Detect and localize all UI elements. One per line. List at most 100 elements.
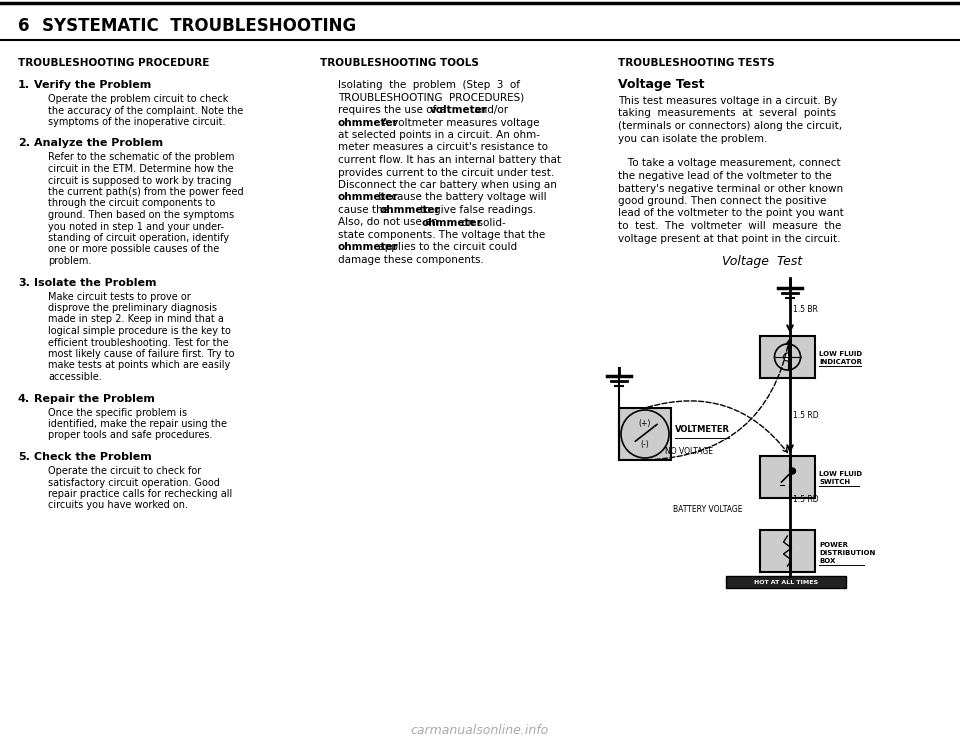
Text: cause the: cause the xyxy=(338,205,393,215)
Bar xyxy=(760,456,815,498)
Text: most likely cause of failure first. Try to: most likely cause of failure first. Try … xyxy=(48,349,234,359)
Text: efficient troubleshooting. Test for the: efficient troubleshooting. Test for the xyxy=(48,337,228,348)
FancyArrowPatch shape xyxy=(648,340,790,460)
Text: Disconnect the car battery when using an: Disconnect the car battery when using an xyxy=(338,180,557,190)
Text: made in step 2. Keep in mind that a: made in step 2. Keep in mind that a xyxy=(48,315,224,325)
Text: Refer to the schematic of the problem: Refer to the schematic of the problem xyxy=(48,152,234,163)
Text: Verify the Problem: Verify the Problem xyxy=(34,80,152,90)
Text: ohmmeter: ohmmeter xyxy=(338,192,398,202)
Text: 1.5 RD: 1.5 RD xyxy=(793,495,819,504)
Text: Operate the problem circuit to check: Operate the problem circuit to check xyxy=(48,94,228,104)
Circle shape xyxy=(789,468,796,474)
Text: BOX: BOX xyxy=(819,558,835,564)
Text: ground. Then based on the symptoms: ground. Then based on the symptoms xyxy=(48,210,234,220)
Text: . A voltmeter measures voltage: . A voltmeter measures voltage xyxy=(374,118,540,128)
Text: 1.: 1. xyxy=(18,80,30,90)
Text: 5.: 5. xyxy=(18,452,30,462)
Text: INDICATOR: INDICATOR xyxy=(819,359,862,365)
Text: voltage present at that point in the circuit.: voltage present at that point in the cir… xyxy=(618,233,841,243)
Text: TROUBLESHOOTING TOOLS: TROUBLESHOOTING TOOLS xyxy=(320,58,479,68)
Text: disprove the preliminary diagnosis: disprove the preliminary diagnosis xyxy=(48,303,217,313)
Text: (+): (+) xyxy=(638,419,651,427)
Text: TROUBLESHOOTING  PROCEDURES): TROUBLESHOOTING PROCEDURES) xyxy=(338,93,524,102)
Text: battery's negative terminal or other known: battery's negative terminal or other kno… xyxy=(618,184,843,193)
Bar xyxy=(726,576,846,588)
Text: 1.5 BR: 1.5 BR xyxy=(793,306,818,315)
Text: NO VOLTAGE: NO VOLTAGE xyxy=(665,448,713,457)
Bar xyxy=(760,336,815,378)
Bar xyxy=(760,530,815,572)
Text: circuits you have worked on.: circuits you have worked on. xyxy=(48,501,188,510)
Text: Isolate the Problem: Isolate the Problem xyxy=(34,278,156,287)
Text: ohmmeter: ohmmeter xyxy=(338,242,398,252)
Text: ohmmeter: ohmmeter xyxy=(380,205,441,215)
Text: Isolating  the  problem  (Step  3  of: Isolating the problem (Step 3 of xyxy=(338,80,520,90)
Text: (-): (-) xyxy=(640,440,649,449)
Text: one or more possible causes of the: one or more possible causes of the xyxy=(48,245,219,254)
Text: LOW FLUID: LOW FLUID xyxy=(819,351,862,357)
Text: 6: 6 xyxy=(18,17,30,35)
Text: problem.: problem. xyxy=(48,256,91,266)
Bar xyxy=(619,408,671,460)
Text: Check the Problem: Check the Problem xyxy=(34,452,152,462)
Text: ohmmeter: ohmmeter xyxy=(421,218,482,228)
Text: standing of circuit operation, identify: standing of circuit operation, identify xyxy=(48,233,229,243)
Text: identified, make the repair using the: identified, make the repair using the xyxy=(48,419,227,429)
Text: ohmmeter: ohmmeter xyxy=(338,118,398,128)
Text: TROUBLESHOOTING TESTS: TROUBLESHOOTING TESTS xyxy=(618,58,775,68)
Text: circuit in the ETM. Determine how the: circuit in the ETM. Determine how the xyxy=(48,164,233,174)
Text: through the circuit components to: through the circuit components to xyxy=(48,198,215,208)
Text: BATTERY VOLTAGE: BATTERY VOLTAGE xyxy=(673,506,742,515)
Circle shape xyxy=(621,410,669,458)
Text: SYSTEMATIC  TROUBLESHOOTING: SYSTEMATIC TROUBLESHOOTING xyxy=(42,17,356,35)
Text: current flow. It has an internal battery that: current flow. It has an internal battery… xyxy=(338,155,561,165)
Text: TROUBLESHOOTING PROCEDURE: TROUBLESHOOTING PROCEDURE xyxy=(18,58,209,68)
Text: SWITCH: SWITCH xyxy=(819,479,851,485)
Text: Analyze the Problem: Analyze the Problem xyxy=(34,139,163,148)
Text: This test measures voltage in a circuit. By: This test measures voltage in a circuit.… xyxy=(618,96,837,106)
Text: on solid-: on solid- xyxy=(459,218,506,228)
Text: voltmeter: voltmeter xyxy=(430,105,488,115)
Text: applies to the circuit could: applies to the circuit could xyxy=(374,242,516,252)
Text: taking  measurements  at  several  points: taking measurements at several points xyxy=(618,108,836,119)
Text: the current path(s) from the power feed: the current path(s) from the power feed xyxy=(48,187,244,197)
Text: damage these components.: damage these components. xyxy=(338,255,484,265)
FancyArrowPatch shape xyxy=(648,401,787,453)
Text: symptoms of the inoperative circuit.: symptoms of the inoperative circuit. xyxy=(48,117,226,127)
Text: state components. The voltage that the: state components. The voltage that the xyxy=(338,230,545,240)
Circle shape xyxy=(783,353,791,361)
Text: DISTRIBUTION: DISTRIBUTION xyxy=(819,550,876,556)
Text: to  test.  The  voltmeter  will  measure  the: to test. The voltmeter will measure the xyxy=(618,221,841,231)
Text: logical simple procedure is the key to: logical simple procedure is the key to xyxy=(48,326,230,336)
Text: VOLTMETER: VOLTMETER xyxy=(675,425,730,434)
Text: accessible.: accessible. xyxy=(48,372,102,382)
Text: Voltage Test: Voltage Test xyxy=(618,78,705,91)
Text: you can isolate the problem.: you can isolate the problem. xyxy=(618,134,767,143)
Text: Operate the circuit to check for: Operate the circuit to check for xyxy=(48,466,202,476)
Text: (terminals or connectors) along the circuit,: (terminals or connectors) along the circ… xyxy=(618,121,842,131)
Text: you noted in step 1 and your under-: you noted in step 1 and your under- xyxy=(48,222,224,231)
Text: satisfactory circuit operation. Good: satisfactory circuit operation. Good xyxy=(48,477,220,487)
Text: 3.: 3. xyxy=(18,278,30,287)
Text: Once the specific problem is: Once the specific problem is xyxy=(48,407,187,418)
Text: the negative lead of the voltmeter to the: the negative lead of the voltmeter to th… xyxy=(618,171,831,181)
Text: POWER: POWER xyxy=(819,542,848,548)
Text: 2.: 2. xyxy=(18,139,30,148)
Text: To take a voltage measurement, connect: To take a voltage measurement, connect xyxy=(618,158,841,169)
Text: at selected points in a circuit. An ohm-: at selected points in a circuit. An ohm- xyxy=(338,130,540,140)
Text: repair practice calls for rechecking all: repair practice calls for rechecking all xyxy=(48,489,232,499)
Text: proper tools and safe procedures.: proper tools and safe procedures. xyxy=(48,430,212,440)
Text: to give false readings.: to give false readings. xyxy=(417,205,536,215)
Text: circuit is supposed to work by tracing: circuit is supposed to work by tracing xyxy=(48,175,231,186)
Text: the accuracy of the complaint. Note the: the accuracy of the complaint. Note the xyxy=(48,105,243,116)
Text: carmanualsonline.info: carmanualsonline.info xyxy=(411,724,549,736)
Circle shape xyxy=(775,344,801,370)
Text: meter measures a circuit's resistance to: meter measures a circuit's resistance to xyxy=(338,142,548,152)
Text: HOT AT ALL TIMES: HOT AT ALL TIMES xyxy=(754,580,818,585)
Text: Repair the Problem: Repair the Problem xyxy=(34,393,155,404)
Text: LOW FLUID: LOW FLUID xyxy=(819,471,862,477)
Text: Voltage  Test: Voltage Test xyxy=(722,255,803,268)
Text: Make circuit tests to prove or: Make circuit tests to prove or xyxy=(48,292,191,301)
Text: requires the use of a: requires the use of a xyxy=(338,105,449,115)
Text: provides current to the circuit under test.: provides current to the circuit under te… xyxy=(338,168,554,178)
